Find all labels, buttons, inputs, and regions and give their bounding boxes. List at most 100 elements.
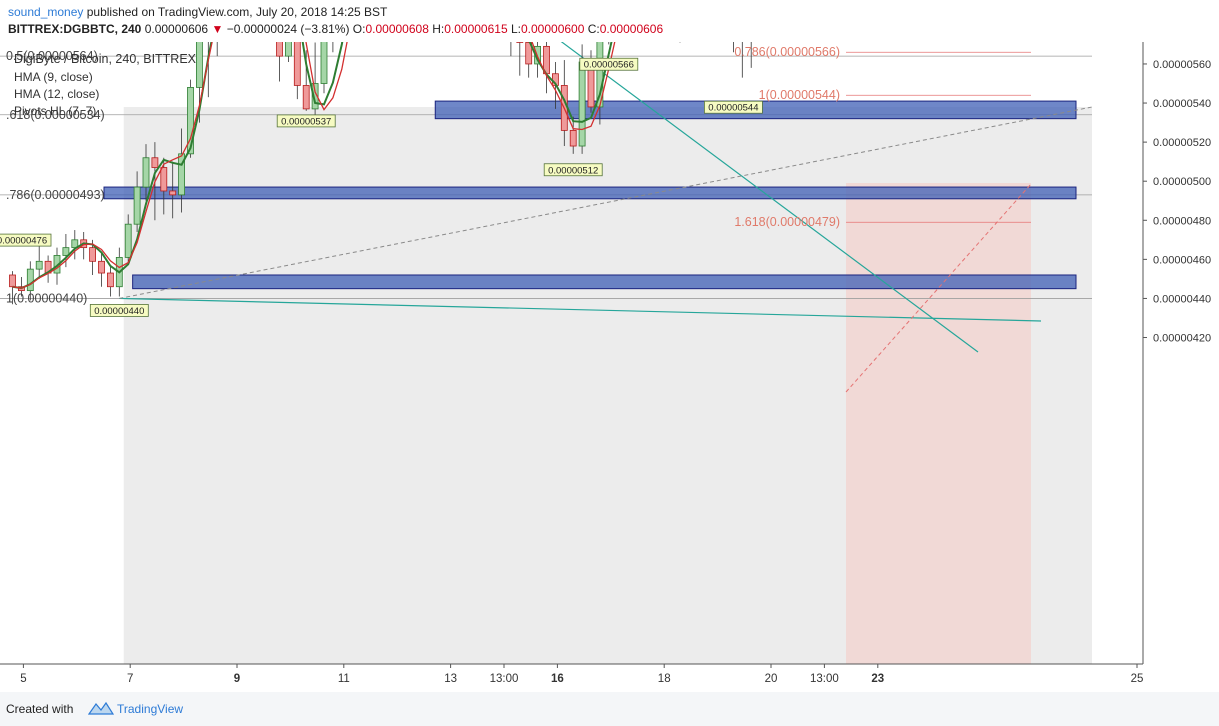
legend-hma9[interactable]: HMA (9, close): [14, 70, 93, 84]
hma-9-line: [12, 42, 613, 290]
created-with-label: Created with: [6, 702, 74, 716]
x-tick-label: 5: [20, 673, 26, 685]
down-candle: [276, 42, 283, 57]
legend-pivots[interactable]: Pivots HL (7, 7): [14, 104, 97, 118]
up-candle: [578, 61, 586, 147]
footer: Created with TradingView: [0, 692, 1219, 726]
x-tick-label: 16: [551, 673, 564, 685]
pivot-label: 0.00000544: [708, 103, 758, 114]
x-tick-label: 18: [658, 673, 671, 685]
descending-trendline: [560, 42, 979, 353]
fib-left-label: .618(0.00000534): [6, 108, 105, 122]
low-value: 0.00000600: [520, 22, 585, 36]
fib-right-label: 1.618(0.00000479): [734, 215, 840, 229]
pivot-label-box: [276, 114, 336, 128]
down-candle: [160, 167, 168, 192]
ascending-trendline: [119, 297, 1042, 322]
x-tick-label: 20: [765, 673, 778, 685]
down-candle: [151, 157, 159, 168]
publish-info: published on TradingView.com, July 20, 2…: [86, 5, 388, 19]
up-candle: [26, 268, 34, 292]
up-candle: [35, 260, 43, 270]
high-value: 0.00000615: [444, 22, 508, 36]
pivot-label: 0.00000512: [548, 165, 598, 176]
close-label: C:: [587, 22, 600, 36]
up-candle: [62, 247, 70, 256]
target-zone-shade: [846, 183, 1031, 664]
down-candle: [9, 274, 16, 288]
tradingview-logo-icon[interactable]: [88, 700, 114, 718]
legend-title: DigiByte / Bitcoin, 240, BITTREX: [14, 52, 197, 66]
x-tick-label: 23: [871, 673, 884, 685]
chart-background: [123, 107, 1092, 664]
up-candle: [142, 157, 150, 188]
pivot-label-box: [704, 100, 763, 114]
fib-left-label: 1(0.00000440): [6, 291, 87, 305]
fib-left-label: .786(0.00000493): [6, 188, 105, 202]
up-candle: [187, 87, 194, 155]
pivot-label-box: [0, 233, 52, 247]
fibonacci-levels: 0(0.00000687).236(0.00000629).382(0.0000…: [6, 45, 1031, 305]
down-candle: [98, 260, 105, 274]
pivot-label: 0.00000440: [94, 306, 144, 317]
publish-line: sound_money published on TradingView.com…: [8, 5, 387, 19]
down-candle: [293, 42, 301, 86]
target-diagonal: [845, 183, 1032, 393]
x-tick-label: 9: [234, 673, 240, 685]
up-candle: [320, 42, 328, 84]
axes: 0.000007000.000006800.000006600.00000640…: [0, 42, 1211, 685]
x-tick-label: 13:00: [490, 673, 519, 685]
price-chart[interactable]: 0(0.00000687).236(0.00000629).382(0.0000…: [0, 42, 1219, 692]
open-label: O:: [352, 22, 366, 36]
support-zone: [103, 186, 1077, 200]
fib-left-label: 0.5(0.00000564): [6, 49, 98, 63]
down-candle: [169, 190, 177, 196]
support-zone: [132, 274, 1077, 290]
pivot-label: 0.00000566: [584, 60, 634, 71]
y-tick-label: 0.00000420: [1153, 333, 1211, 345]
down-arrow-icon: ▼: [211, 22, 224, 36]
pivot-label-box: [89, 304, 149, 317]
x-tick-label: 7: [127, 673, 133, 685]
down-candle: [525, 42, 533, 65]
up-candle: [178, 153, 186, 196]
hma-lines: [12, 42, 616, 290]
chart-header: sound_money published on TradingView.com…: [0, 0, 1219, 42]
x-tick-label: 25: [1131, 673, 1144, 685]
author-link[interactable]: sound_money: [8, 5, 84, 19]
y-tick-label: 0.00000460: [1153, 254, 1211, 266]
y-tick-label: 0.00000560: [1153, 59, 1211, 71]
trendlines: [119, 42, 1093, 393]
tradingview-link[interactable]: TradingView: [117, 702, 184, 716]
up-candle: [195, 42, 203, 88]
y-tick-label: 0.00000520: [1153, 137, 1211, 149]
down-candle: [569, 129, 577, 147]
fib-right-label: 1(0.00000544): [759, 88, 840, 102]
fib-right-label: 0.786(0.00000566): [734, 45, 840, 59]
x-tick-label: 11: [338, 673, 350, 685]
y-tick-label: 0.00000500: [1153, 176, 1211, 188]
x-tick-label: 13:00: [810, 673, 839, 685]
pivot-label: 0.00000476: [0, 236, 47, 247]
pivot-label-box: [579, 57, 639, 71]
close-value: 0.00000606: [599, 22, 664, 36]
pivot-labels: 0.000004760.000004400.000006880.00000645…: [0, 57, 763, 317]
hma-12-line: [12, 42, 616, 289]
low-label: L:: [510, 22, 521, 36]
legend-hma12[interactable]: HMA (12, close): [14, 87, 100, 101]
high-label: H:: [432, 22, 445, 36]
price-change: −0.00000024 (−3.81%): [226, 22, 350, 36]
up-candle: [133, 186, 141, 225]
open-value: 0.00000608: [365, 22, 429, 36]
x-tick-label: 13: [444, 673, 457, 685]
pivot-label-box: [543, 163, 603, 177]
down-candle: [89, 247, 96, 262]
last-price: 0.00000606: [144, 22, 209, 36]
pivot-label: 0.00000537: [281, 116, 331, 127]
y-tick-label: 0.00000540: [1153, 98, 1211, 110]
up-candle: [284, 42, 292, 57]
down-candle: [302, 85, 310, 110]
symbol: BITTREX:DGBBTC, 240: [8, 22, 142, 36]
symbol-line: BITTREX:DGBBTC, 240 0.00000606 ▼ −0.0000…: [8, 22, 663, 36]
y-tick-label: 0.00000440: [1153, 293, 1211, 305]
